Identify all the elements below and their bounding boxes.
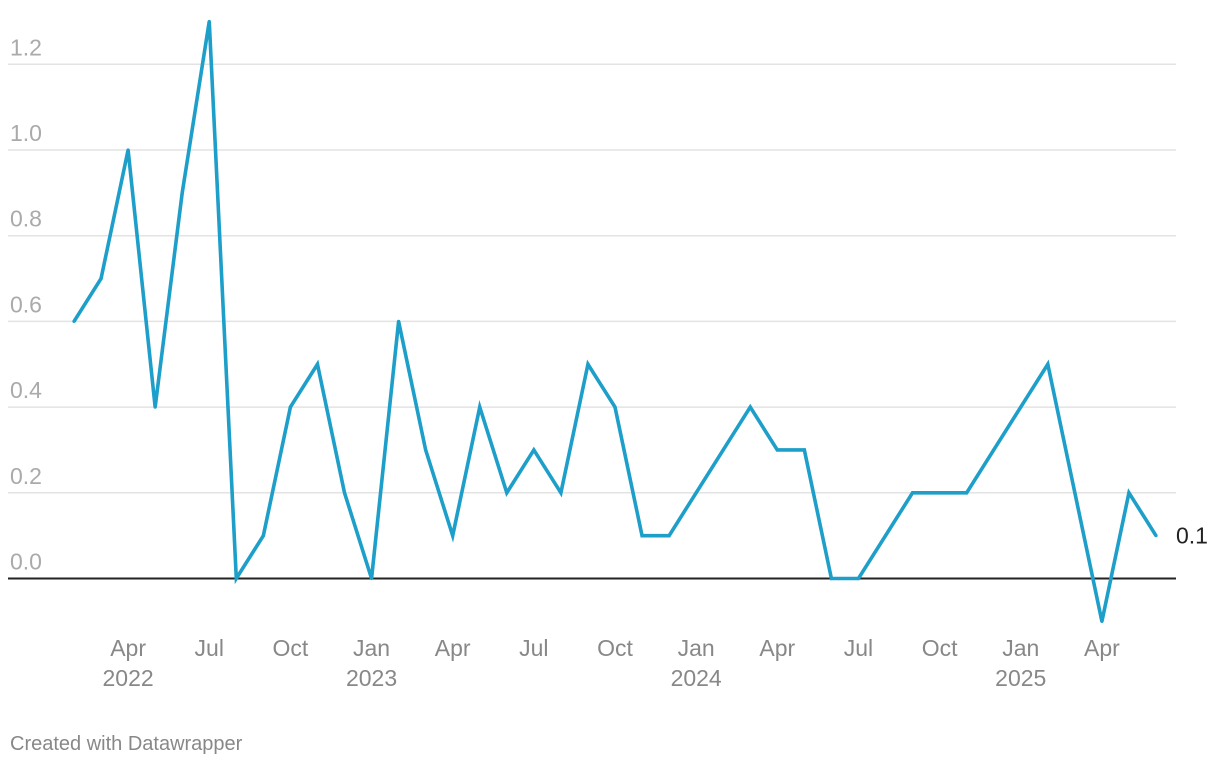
x-tick-label: Jan (1002, 635, 1039, 661)
data-point (153, 405, 157, 409)
data-point (1127, 491, 1131, 495)
data-point (694, 491, 698, 495)
gridlines (8, 63, 1176, 580)
data-point (532, 448, 536, 452)
x-tick-label: Apr (759, 635, 795, 661)
x-tick-label: Jan (678, 635, 715, 661)
x-tick-label: Oct (922, 635, 958, 661)
x-tick-year-label: 2025 (995, 665, 1046, 691)
data-point (721, 448, 725, 452)
data-point (910, 491, 915, 495)
x-tick-label: Apr (435, 635, 471, 661)
data-point (1154, 534, 1158, 538)
y-tick-label: 0.6 (10, 291, 42, 317)
data-point (369, 576, 374, 581)
data-point (99, 276, 103, 281)
y-tick-label: 1.2 (10, 34, 42, 60)
x-tick-label: Apr (110, 635, 146, 661)
data-point (1019, 405, 1023, 409)
x-tick-year-label: 2024 (671, 665, 722, 691)
data-point (451, 534, 455, 538)
x-tick-year-label: 2023 (346, 665, 397, 691)
x-tick-label: Jul (195, 635, 224, 661)
data-point (342, 491, 347, 495)
y-tick-label: 0.8 (10, 206, 42, 232)
data-point (586, 362, 590, 366)
x-tick-label: Jul (844, 635, 873, 661)
data-point (505, 491, 509, 495)
data-point (775, 448, 779, 452)
data-point (559, 491, 563, 495)
data-point (288, 405, 292, 409)
data-point (938, 491, 942, 495)
data-point (829, 576, 834, 581)
data-point (965, 491, 969, 495)
data-point (478, 405, 482, 409)
credit-text: Created with Datawrapper (10, 733, 243, 755)
data-point (1046, 362, 1050, 366)
x-tick-label: Oct (597, 635, 633, 661)
data-point (667, 534, 671, 538)
data-point (856, 576, 861, 581)
data-point (234, 576, 238, 581)
series-layer: 0.1 (72, 19, 1208, 623)
line-chart: 0.0 0.2 0.4 0.6 0.8 1.0 1.2 Apr 2022 Jul Oct Jan 20… (8, 19, 1208, 691)
y-tick-label: 0.2 (10, 463, 42, 489)
data-point (180, 191, 184, 195)
data-point (613, 405, 617, 409)
x-tick-year-label: 2022 (103, 665, 154, 691)
x-tick-label: Jan (353, 635, 390, 661)
y-tick-label: 1.0 (10, 120, 42, 146)
data-point (126, 148, 130, 152)
x-tick-label: Jul (519, 635, 548, 661)
y-tick-label: 0.4 (10, 377, 42, 403)
data-point (207, 19, 211, 24)
y-tick-label: 0.0 (10, 549, 42, 575)
y-axis-ticks: 0.0 0.2 0.4 0.6 0.8 1.0 1.2 (10, 34, 42, 574)
data-point (640, 534, 644, 538)
data-point (992, 448, 996, 452)
data-point (802, 448, 806, 452)
end-value-label: 0.1 (1176, 523, 1208, 549)
data-point (424, 448, 428, 452)
data-point (1073, 491, 1077, 495)
data-point (72, 319, 76, 323)
data-point (1100, 619, 1104, 623)
x-tick-label: Apr (1084, 635, 1120, 661)
data-point (883, 534, 888, 538)
data-point (315, 362, 320, 366)
data-point (748, 405, 752, 409)
x-axis-ticks: Apr 2022 Jul Oct Jan 2023 Apr Jul Oct Jan 2024 Apr J… (103, 635, 1121, 691)
x-tick-label: Oct (273, 635, 309, 661)
data-point (261, 534, 265, 538)
data-point (397, 319, 401, 323)
